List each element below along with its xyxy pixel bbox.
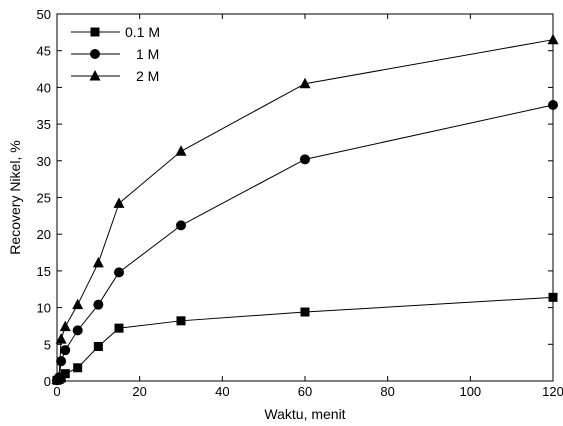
legend-label: 0.1 M [125, 24, 160, 40]
data-point-square [548, 292, 558, 302]
legend-entry: 0.1 M [71, 24, 160, 40]
x-tick-label: 80 [380, 384, 394, 399]
data-point-square [300, 307, 310, 317]
data-point-circle [72, 325, 83, 336]
data-point-triangle [92, 256, 104, 268]
data-point-triangle [299, 77, 311, 89]
x-tick-label: 120 [542, 384, 563, 399]
data-point-square [176, 316, 186, 326]
legend-entry: 2 M [71, 68, 159, 84]
y-tick-label: 45 [37, 44, 51, 59]
data-point-circle [93, 299, 104, 310]
series-line [56, 104, 554, 381]
data-point-circle [300, 154, 310, 165]
legend-marker-triangle [89, 70, 101, 81]
data-point-triangle [53, 371, 65, 382]
x-tick-label: 60 [298, 384, 312, 399]
y-tick-label: 10 [37, 301, 51, 316]
data-point-triangle [59, 320, 71, 332]
legend-label: 2 M [136, 68, 159, 84]
y-tick-label: 30 [37, 154, 51, 169]
y-tick-label: 40 [37, 80, 51, 95]
series-1 [52, 292, 558, 385]
series-2 [52, 100, 558, 386]
data-point-triangle [175, 145, 187, 156]
legend-marker-circle [90, 49, 100, 59]
data-point-triangle [113, 197, 125, 208]
y-tick-label: 5 [44, 337, 51, 352]
data-point-square [93, 342, 103, 352]
data-point-triangle [547, 33, 559, 45]
plot-area-border [56, 13, 554, 382]
series-3 [51, 33, 559, 385]
legend-entry: 1 M [71, 46, 159, 62]
x-tick-label: 40 [215, 384, 229, 399]
data-point-circle [114, 267, 124, 278]
y-tick-label: 35 [37, 117, 51, 132]
data-point-square [114, 323, 124, 333]
x-tick-label: 0 [53, 384, 60, 399]
y-tick-label: 15 [37, 264, 51, 279]
legend-label: 1 M [136, 46, 159, 62]
x-tick-label: 20 [132, 384, 146, 399]
data-point-triangle [55, 333, 67, 344]
data-point-square [60, 369, 70, 379]
data-point-triangle [72, 298, 84, 310]
y-tick-label: 50 [37, 7, 51, 22]
data-point-circle [176, 220, 186, 231]
y-tick-label: 20 [37, 227, 51, 242]
x-tick-label: 100 [459, 384, 481, 399]
data-point-circle [60, 345, 71, 356]
data-point-square [73, 363, 83, 373]
y-tick-label: 0 [44, 374, 51, 389]
x-axis-title: Waktu, menit [264, 406, 345, 422]
data-point-circle [56, 356, 67, 367]
series-line [56, 39, 554, 380]
y-tick-label: 25 [37, 191, 51, 206]
legend-marker-square [90, 27, 100, 37]
data-point-circle [548, 100, 558, 111]
y-axis-title: Recovery Nikel, % [7, 140, 23, 254]
